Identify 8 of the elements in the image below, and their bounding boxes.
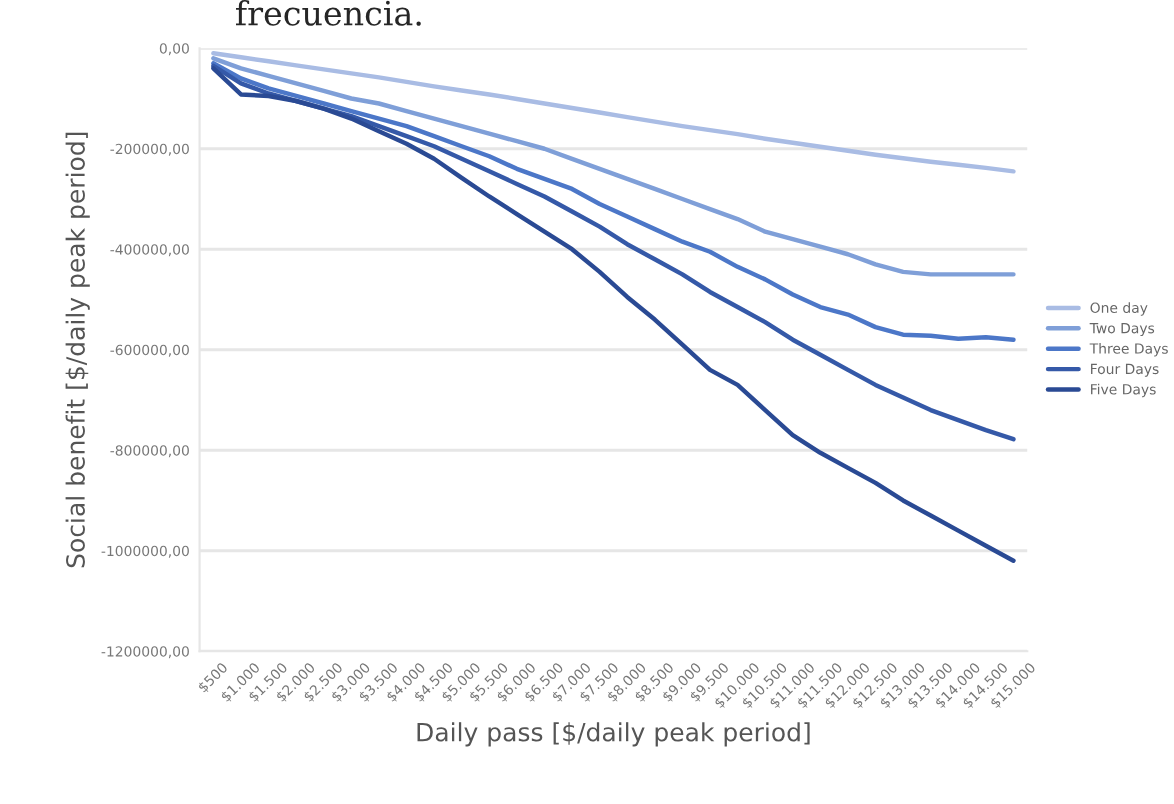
line-series	[211, 51, 1016, 174]
line-series	[211, 63, 1016, 442]
line-series	[211, 61, 1016, 342]
x-axis-title: Daily pass [$/daily peak period]	[417, 722, 810, 747]
line-series	[211, 66, 1016, 564]
text: frecuencia.	[236, 0, 421, 26]
y-axis-title: Social benefit [$/daily peak period]	[65, 132, 90, 568]
line-series	[211, 56, 1016, 277]
